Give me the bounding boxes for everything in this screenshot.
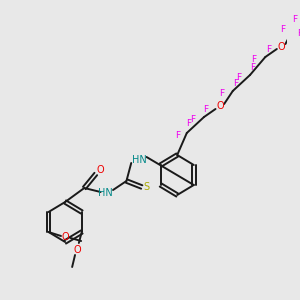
Text: O: O	[97, 165, 104, 175]
Text: F: F	[175, 130, 180, 140]
Text: O: O	[62, 232, 70, 242]
Text: F: F	[266, 44, 271, 53]
Text: F: F	[236, 73, 241, 82]
Text: O: O	[73, 245, 81, 255]
Text: HN: HN	[133, 155, 147, 165]
Text: F: F	[186, 119, 191, 128]
Text: O: O	[278, 42, 285, 52]
Text: F: F	[190, 115, 195, 124]
Text: HN: HN	[98, 188, 113, 198]
Text: S: S	[143, 182, 150, 192]
Text: F: F	[297, 28, 300, 38]
Text: F: F	[219, 88, 224, 98]
Text: F: F	[292, 16, 298, 25]
Text: F: F	[203, 104, 208, 113]
Text: F: F	[251, 55, 256, 64]
Text: O: O	[217, 101, 224, 111]
Text: F: F	[250, 62, 255, 71]
Text: F: F	[233, 79, 238, 88]
Text: F: F	[280, 26, 285, 34]
